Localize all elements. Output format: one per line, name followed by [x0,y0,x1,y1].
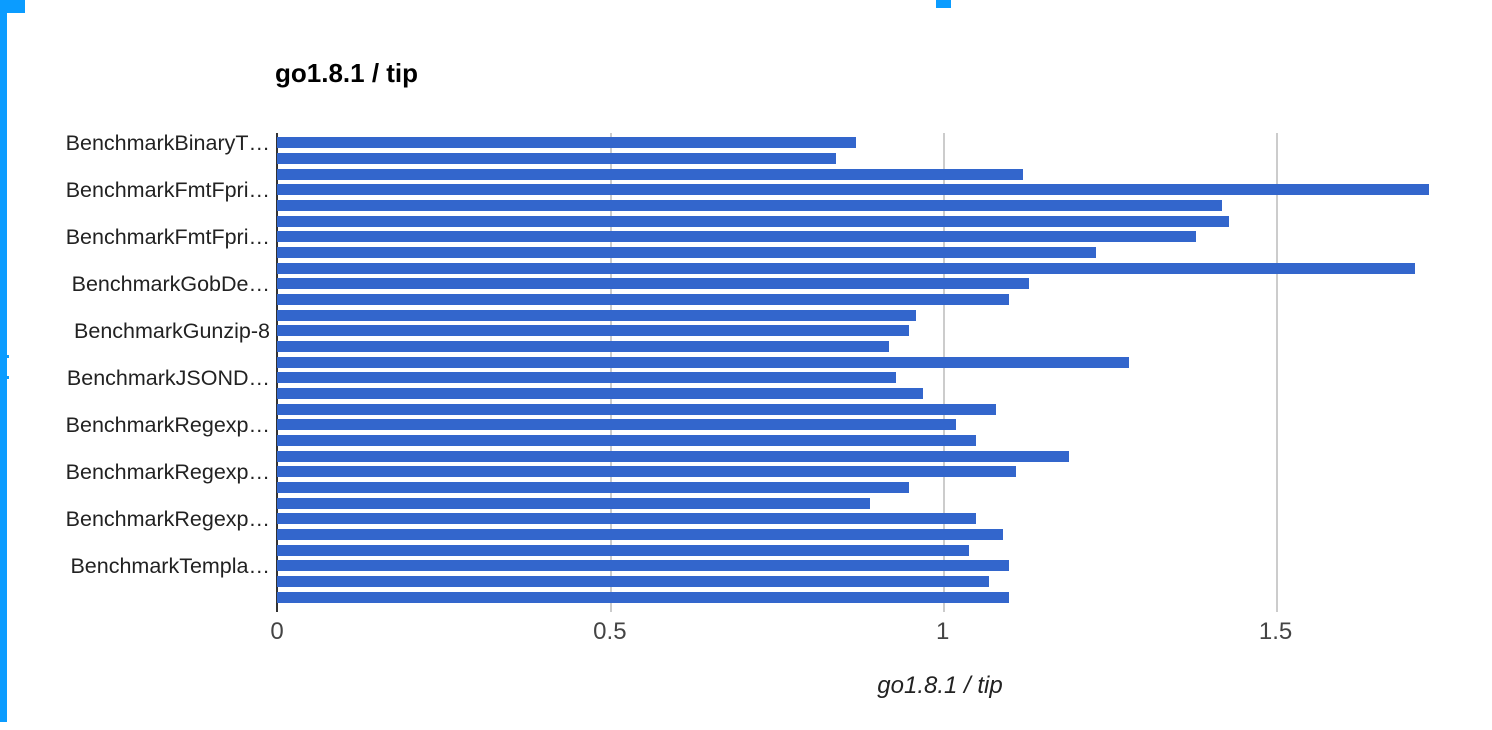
category-label: BenchmarkBinaryT… [65,130,270,155]
bar-2[interactable] [277,168,1023,180]
bar-23[interactable] [277,497,870,509]
x-tick-label-1.5: 1.5 [1258,618,1293,645]
bar-9[interactable] [277,278,1030,290]
x-axis-title: go1.8.1 / tip [877,672,1003,699]
category-label: BenchmarkFmtFpri… [65,224,270,249]
category-label: BenchmarkFmtFpri… [65,177,270,202]
gridline-x-1 [942,133,945,612]
bar-27[interactable] [277,560,1010,572]
bar-26[interactable] [277,544,970,556]
bar-10[interactable] [277,294,1010,305]
category-label: BenchmarkRegexp… [65,506,270,531]
bar-12[interactable] [277,325,910,337]
x-tick-label-0: 0 [270,618,284,645]
bar-22[interactable] [277,482,910,493]
bar-1[interactable] [277,153,837,164]
category-label: BenchmarkJSOND… [66,365,270,390]
bar-3[interactable] [277,184,1429,196]
bar-29[interactable] [277,591,1010,603]
selection-corner-handle[interactable] [0,0,25,13]
category-label: BenchmarkGobDe… [71,271,270,296]
selection-row-notch [0,355,9,358]
bar-21[interactable] [277,466,1016,478]
bar-24[interactable] [277,513,977,525]
bar-0[interactable] [277,137,857,149]
category-label: BenchmarkRegexp… [65,412,270,437]
bar-4[interactable] [277,200,1223,211]
bar-25[interactable] [277,529,1003,540]
chart-title: go1.8.1 / tip [275,58,419,88]
bar-5[interactable] [277,215,1229,227]
bar-17[interactable] [277,403,996,415]
selection-row-notch [0,376,9,379]
bar-8[interactable] [277,262,1416,274]
bar-14[interactable] [277,356,1130,368]
selection-left-strip [0,0,7,722]
bar-15[interactable] [277,372,897,384]
bar-7[interactable] [277,247,1096,258]
bar-16[interactable] [277,388,923,399]
selection-top-handle[interactable] [936,0,951,8]
category-label: BenchmarkTempla… [70,553,270,578]
x-tick-label-0.5: 0.5 [593,618,627,645]
bar-11[interactable] [277,309,917,321]
category-label: BenchmarkRegexp… [65,459,270,484]
bar-28[interactable] [277,576,990,587]
bar-19[interactable] [277,435,977,446]
bar-6[interactable] [277,231,1196,243]
gridline-x-1.5 [1275,133,1278,612]
bar-18[interactable] [277,419,957,431]
bar-20[interactable] [277,450,1070,462]
bar-13[interactable] [277,341,890,352]
x-tick-label-1: 1 [936,618,950,645]
category-label: BenchmarkGunzip-8 [74,318,270,343]
